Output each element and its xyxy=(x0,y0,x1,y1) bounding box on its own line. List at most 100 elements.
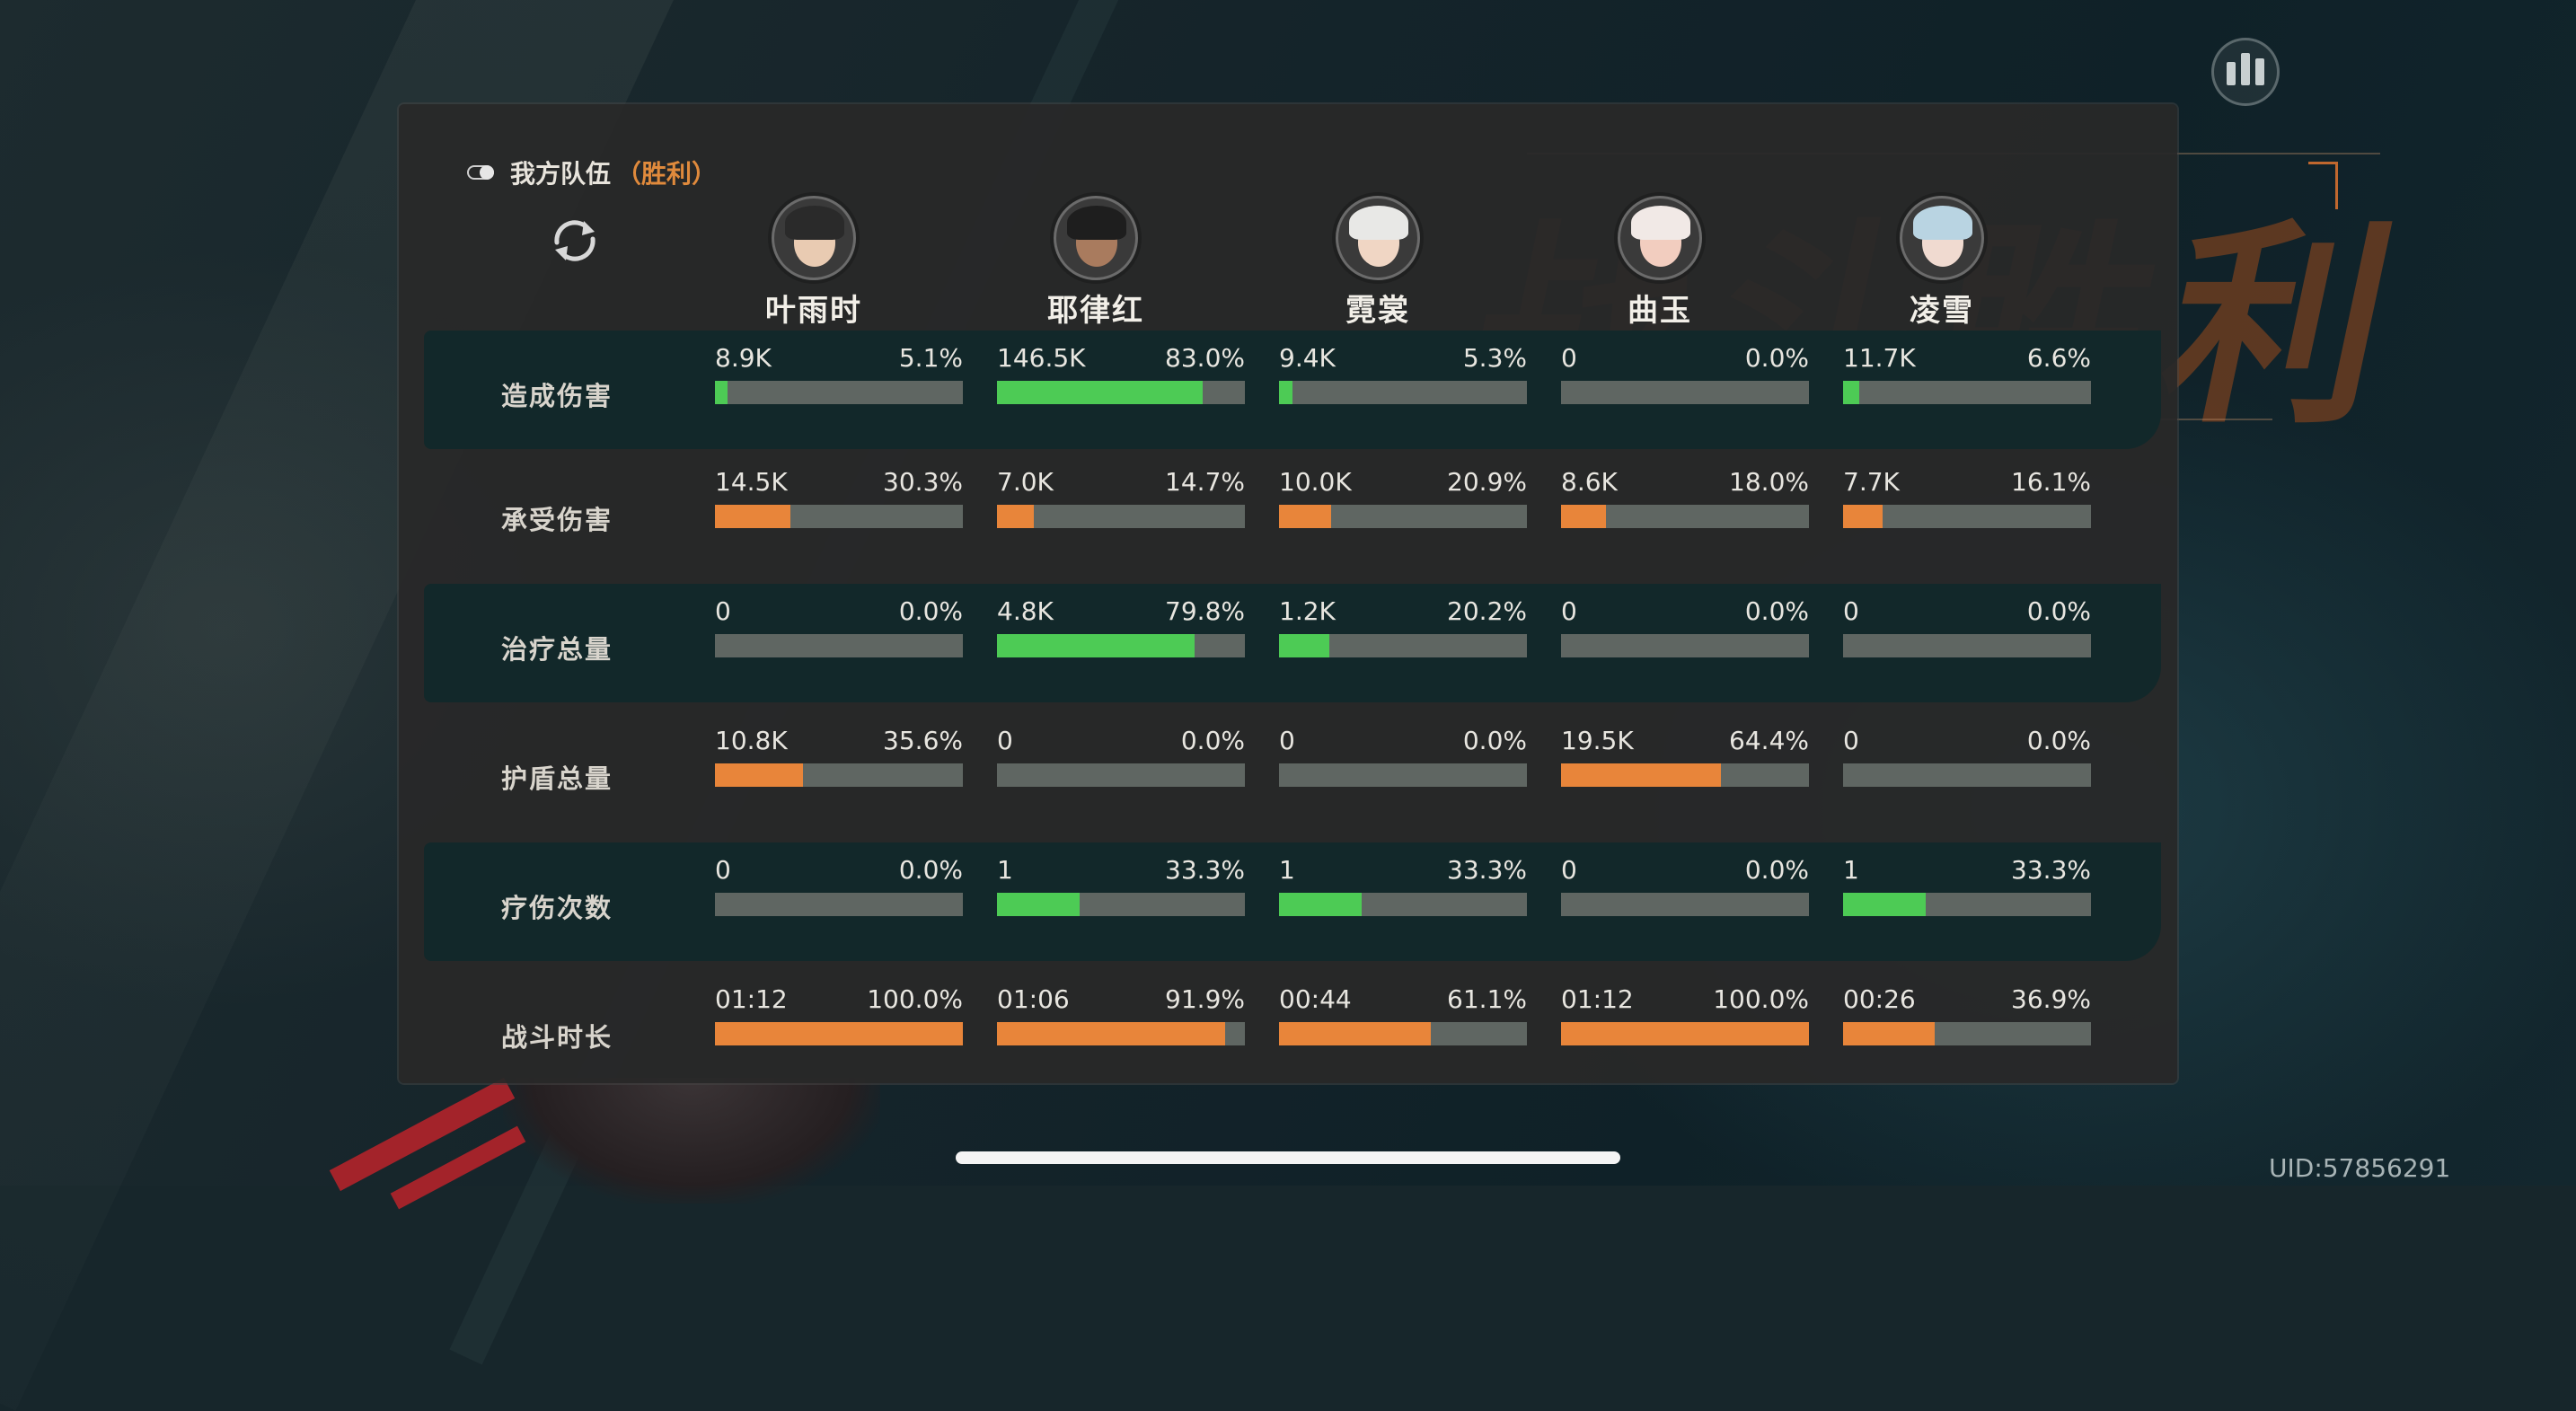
stat-percent: 64.4% xyxy=(1729,726,1809,755)
stat-bar-fill xyxy=(997,1022,1225,1045)
stat-bar-track xyxy=(715,634,963,657)
stat-bar-fill xyxy=(715,763,804,787)
hero-avatar[interactable] xyxy=(1618,196,1702,280)
stat-cell: 7.0K 14.7% xyxy=(997,467,1245,539)
stat-row: 战斗时长 01:12 100.0% 01:06 91.9% 00:44 61.1% 01:12… xyxy=(424,972,2161,1083)
stat-cell: 1 33.3% xyxy=(1279,855,1527,927)
stat-row: 护盾总量 10.8K 35.6% 0 0.0% 0 0.0% 19.5K 64.4% 0 0.0% xyxy=(424,713,2161,832)
hero-avatar[interactable] xyxy=(1900,196,1984,280)
stat-bar-track xyxy=(715,381,963,404)
stat-bar-fill xyxy=(997,505,1034,528)
battle-stats-panel: 我方队伍 （胜利） 叶雨时 耶律红 霓裳 曲玉 凌雪 造成伤害 8.9K 5.1% 146.5… xyxy=(399,104,2177,1083)
team-label: 我方队伍 xyxy=(510,159,612,189)
stat-bar-track xyxy=(1279,634,1527,657)
stat-cell: 0 0.0% xyxy=(1561,855,1809,927)
stat-cell: 01:12 100.0% xyxy=(715,984,963,1056)
stat-value: 10.0K xyxy=(1279,467,1352,497)
stat-bar-track xyxy=(997,1022,1245,1045)
stat-value: 00:44 xyxy=(1279,984,1352,1014)
stat-percent: 100.0% xyxy=(867,984,963,1014)
hero-column-header: 耶律红 xyxy=(997,196,1195,330)
stat-cell: 0 0.0% xyxy=(1561,343,1809,415)
refresh-icon[interactable] xyxy=(546,216,604,266)
stat-value: 0 xyxy=(1843,726,1859,755)
stat-percent: 91.9% xyxy=(1165,984,1245,1014)
stat-bar-track xyxy=(997,505,1245,528)
stat-percent: 33.3% xyxy=(2011,855,2091,885)
stat-bar-fill xyxy=(1843,1022,1935,1045)
stat-bar-track xyxy=(1561,893,1809,916)
hero-column-header: 曲玉 xyxy=(1561,196,1759,330)
stat-percent: 16.1% xyxy=(2011,467,2091,497)
stat-cell: 10.0K 20.9% xyxy=(1279,467,1527,539)
stat-value: 00:26 xyxy=(1843,984,1916,1014)
stat-bar-track xyxy=(715,893,963,916)
hero-avatar[interactable] xyxy=(1054,196,1138,280)
stat-percent: 5.1% xyxy=(898,343,963,373)
stat-value: 1.2K xyxy=(1279,596,1336,626)
stat-value: 10.8K xyxy=(715,726,788,755)
stat-bar-track xyxy=(1561,1022,1809,1045)
stat-cell: 11.7K 6.6% xyxy=(1843,343,2091,415)
stat-bar-track xyxy=(1561,763,1809,787)
stat-value: 0 xyxy=(1561,596,1577,626)
hero-name: 叶雨时 xyxy=(765,293,862,329)
stat-bar-fill xyxy=(1843,505,1883,528)
hero-name: 曲玉 xyxy=(1628,293,1692,329)
stat-percent: 20.9% xyxy=(1447,467,1527,497)
stat-percent: 0.0% xyxy=(2026,726,2091,755)
stat-label: 护盾总量 xyxy=(501,763,613,794)
hero-name: 霓裳 xyxy=(1345,293,1410,329)
stat-percent: 36.9% xyxy=(2011,984,2091,1014)
stat-percent: 14.7% xyxy=(1165,467,1245,497)
home-indicator[interactable] xyxy=(956,1151,1620,1164)
stat-bar-track xyxy=(715,763,963,787)
stat-bar-track xyxy=(1561,634,1809,657)
stat-bar-track xyxy=(1843,893,2091,916)
stat-bar-fill xyxy=(1279,893,1362,916)
stat-bar-track xyxy=(715,505,963,528)
stat-bar-track xyxy=(997,381,1245,404)
stat-cell: 00:44 61.1% xyxy=(1279,984,1527,1056)
stat-cell: 01:12 100.0% xyxy=(1561,984,1809,1056)
character-silhouette xyxy=(503,1078,880,1204)
stat-label: 承受伤害 xyxy=(501,505,613,535)
bar-chart-icon[interactable] xyxy=(2211,38,2280,106)
hero-avatar[interactable] xyxy=(1336,196,1420,280)
stat-value: 0 xyxy=(1279,726,1295,755)
stat-row: 治疗总量 0 0.0% 4.8K 79.8% 1.2K 20.2% 0 0.0% 0 0.0% xyxy=(424,584,2161,702)
stat-bar-fill xyxy=(1561,505,1606,528)
stat-percent: 35.6% xyxy=(883,726,963,755)
stat-value: 01:12 xyxy=(1561,984,1634,1014)
team-header: 我方队伍 （胜利） xyxy=(467,154,717,190)
stat-bar-track xyxy=(1843,634,2091,657)
stat-percent: 0.0% xyxy=(898,596,963,626)
stat-row: 疗伤次数 0 0.0% 1 33.3% 1 33.3% 0 0.0% 1 33.3% xyxy=(424,842,2161,961)
stat-bar-track xyxy=(1279,1022,1527,1045)
stat-value: 0 xyxy=(1561,855,1577,885)
stat-bar-track xyxy=(1843,763,2091,787)
stat-percent: 33.3% xyxy=(1165,855,1245,885)
stat-cell: 1 33.3% xyxy=(997,855,1245,927)
stat-cell: 0 0.0% xyxy=(715,855,963,927)
toggle-icon[interactable] xyxy=(467,165,494,180)
stat-bar-track xyxy=(1279,763,1527,787)
stat-cell: 7.7K 16.1% xyxy=(1843,467,2091,539)
stat-cell: 19.5K 64.4% xyxy=(1561,726,1809,798)
stat-bar-fill xyxy=(997,381,1204,404)
stat-percent: 61.1% xyxy=(1447,984,1527,1014)
stat-value: 146.5K xyxy=(997,343,1086,373)
stat-value: 0 xyxy=(715,596,731,626)
hero-avatar[interactable] xyxy=(772,196,856,280)
stat-percent: 0.0% xyxy=(1462,726,1527,755)
stat-cell: 146.5K 83.0% xyxy=(997,343,1245,415)
decorative-corner xyxy=(2308,162,2338,209)
stat-bar-fill xyxy=(715,505,790,528)
stat-cell: 1.2K 20.2% xyxy=(1279,596,1527,668)
stat-cell: 9.4K 5.3% xyxy=(1279,343,1527,415)
stat-value: 19.5K xyxy=(1561,726,1634,755)
stat-value: 01:12 xyxy=(715,984,788,1014)
stat-value: 1 xyxy=(1843,855,1859,885)
stat-label: 造成伤害 xyxy=(501,381,613,411)
stat-percent: 79.8% xyxy=(1165,596,1245,626)
